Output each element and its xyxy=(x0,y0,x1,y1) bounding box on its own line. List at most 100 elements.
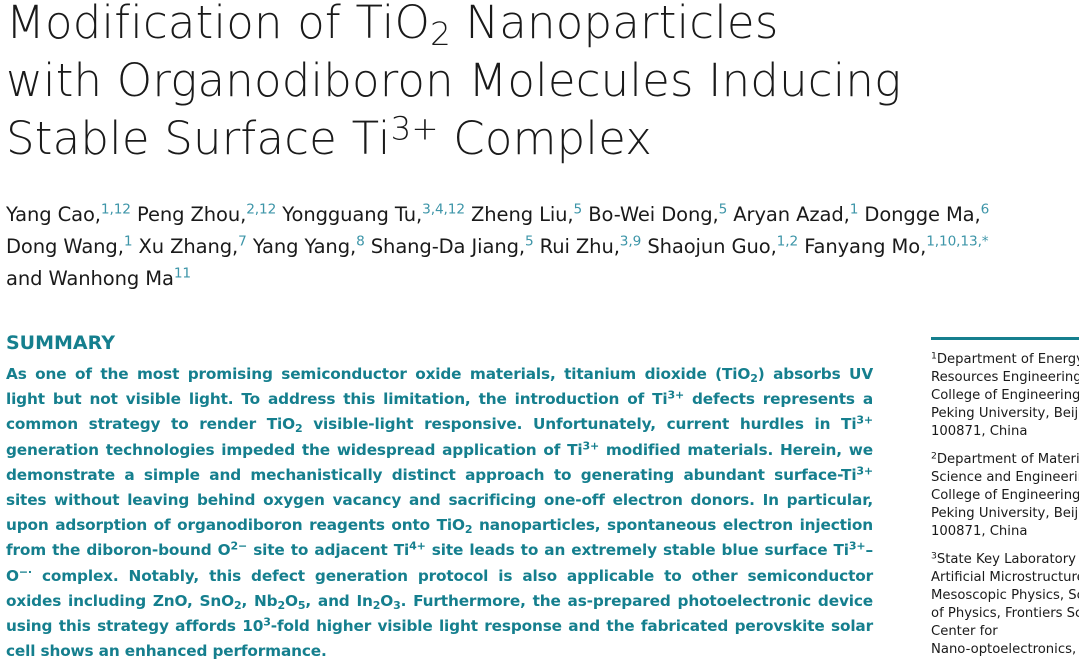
superscript: −· xyxy=(18,565,32,579)
affiliations: 1Department of Energy Resources Engineeri… xyxy=(931,351,1079,669)
text-run: As one of the most promising semiconduct… xyxy=(6,365,751,383)
author-affiliation: 5 xyxy=(718,201,728,218)
affiliation-text: College of Engineering xyxy=(931,388,1079,403)
author-name: Yang Yang, xyxy=(252,235,357,258)
subscript: 2 xyxy=(295,422,303,436)
affiliation-number: 3 xyxy=(931,550,937,562)
affiliation-text: Peking University, Beiji xyxy=(931,506,1079,521)
author-name: Zheng Liu, xyxy=(471,203,574,226)
text-run: site to adjacent Ti xyxy=(247,541,410,560)
superscript: 3 xyxy=(263,615,271,629)
text-run: Complex xyxy=(438,112,653,165)
author-name: Dongge Ma, xyxy=(864,203,981,226)
subscript: 2 xyxy=(430,15,451,54)
affiliation-line: Science and Engineerin xyxy=(931,469,1079,487)
superscript: 3+ xyxy=(856,464,873,478)
subscript: 5 xyxy=(297,598,306,612)
author-affiliation: 11 xyxy=(173,265,191,282)
title-line: Modification of TiO2 Nanoparticles xyxy=(6,0,901,52)
text-run: defects represents a common strategy to … xyxy=(6,390,874,434)
affiliation-number: 2 xyxy=(931,450,937,462)
author-name: Peng Zhou, xyxy=(137,203,247,226)
affiliation-line: Resources Engineering xyxy=(931,369,1079,387)
subscript: 2 xyxy=(277,598,286,612)
superscript: 3+ xyxy=(582,439,600,453)
author-affiliation: 1 xyxy=(849,201,859,218)
author-affiliation: 7 xyxy=(238,233,247,250)
author-name: Yongguang Tu, xyxy=(282,203,423,226)
author-affiliation: 1,10,13,* xyxy=(926,233,989,250)
affiliation: 2Department of Materi Science and Enginee… xyxy=(931,451,1079,541)
affiliation-text: Center for xyxy=(931,624,998,639)
text-run: O xyxy=(380,591,394,610)
affiliation-text: Science and Engineerin xyxy=(931,470,1079,485)
superscript: 3+ xyxy=(390,109,439,148)
affiliation-text: Mesoscopic Physics, Sc xyxy=(931,588,1079,603)
superscript: 3+ xyxy=(856,413,873,427)
text-run: ) absorbs UV light but not visible light… xyxy=(6,365,874,409)
text-run: –O xyxy=(6,541,873,585)
author-name: and Wanhong Ma xyxy=(6,267,174,290)
text-run: O xyxy=(285,591,298,610)
text-run: visible-light responsive. Unfortunately,… xyxy=(302,415,857,434)
author-name: Rui Zhu, xyxy=(539,235,620,258)
affiliation-line: College of Engineering xyxy=(931,387,1079,405)
affiliation-line: of Physics, Frontiers Sc xyxy=(931,605,1079,623)
text-run: , Nb xyxy=(241,591,278,610)
affiliation-line: Nano-optoelectronics, xyxy=(931,641,1079,659)
author-name: Shang-Da Jiang, xyxy=(370,235,525,258)
subscript: 2 xyxy=(464,522,473,536)
affiliation: 3State Key Laboratory f Artificial Micros… xyxy=(931,551,1079,659)
text-run: Modification of TiO xyxy=(6,0,431,49)
author-name: Shaojun Guo, xyxy=(647,235,777,258)
author-affiliation: 6 xyxy=(980,201,990,218)
subscript: 2 xyxy=(372,598,381,612)
text-run: , and In xyxy=(305,591,373,610)
affiliation-line: Mesoscopic Physics, Sc xyxy=(931,587,1079,605)
author-name: Bo-Wei Dong, xyxy=(588,203,719,226)
text-run: site leads to an extremely stable blue s… xyxy=(425,541,849,560)
superscript: 4+ xyxy=(409,539,426,553)
text-run: modified materials. Herein, we demonstra… xyxy=(6,440,873,484)
text-run: complex. Notably, this defect generation… xyxy=(6,566,873,610)
authors: Yang Cao,1,12 Peng Zhou,2,12 Yongguang T… xyxy=(6,199,989,295)
subscript: 3 xyxy=(393,598,401,612)
affiliation-line: College of Engineering xyxy=(931,487,1079,505)
author-affiliation: 3,4,12 xyxy=(422,201,465,218)
affiliation-line: Center for xyxy=(931,623,1079,641)
text-run: with Organodiboron Molecules Inducing xyxy=(6,54,902,107)
affiliation-line: 100871, China xyxy=(931,523,1079,541)
affiliation-text: Artificial Microstructure xyxy=(931,570,1079,585)
text-run: generation technologies impeded the wide… xyxy=(6,440,583,459)
superscript: 3+ xyxy=(848,539,866,553)
author-name: Dong Wang, xyxy=(6,235,124,258)
author-name: Xu Zhang, xyxy=(138,235,239,258)
superscript: 3+ xyxy=(667,388,685,402)
author-affiliation: 8 xyxy=(356,233,365,250)
column-rule xyxy=(931,337,1079,340)
affiliation-text: Peking University, Beiji xyxy=(931,406,1079,421)
text-run: . Furthermore, the as-prepared photoelec… xyxy=(6,591,873,636)
affiliation-text: College of Engineering xyxy=(931,488,1079,503)
affiliation-number: 1 xyxy=(931,351,937,362)
author-affiliation: 1,12 xyxy=(100,201,131,218)
text-run: nanoparticles, spontaneous electron inje… xyxy=(6,516,873,560)
summary-text: As one of the most promising semiconduct… xyxy=(6,362,873,664)
author-affiliation: 1,2 xyxy=(776,233,799,250)
superscript: 2− xyxy=(230,539,248,553)
affiliation-text: of Physics, Frontiers Sc xyxy=(931,606,1079,621)
affiliation-line: Artificial Microstructure xyxy=(931,569,1079,587)
affiliation-line: Peking University, Beiji xyxy=(931,405,1079,423)
subscript: 2 xyxy=(750,371,758,385)
author-affiliation: 3,9 xyxy=(619,233,642,250)
page: Modification of TiO2 Nanoparticles with O… xyxy=(6,0,1079,661)
title: Modification of TiO2 Nanoparticles with O… xyxy=(6,0,901,168)
author-name: Yang Cao, xyxy=(6,203,101,226)
affiliation-text: Department of Energy xyxy=(936,352,1079,367)
affiliation-text: 100871, China xyxy=(931,524,1028,539)
title-line: with Organodiboron Molecules Inducing xyxy=(6,52,901,110)
affiliation-text: Department of Materi xyxy=(936,452,1079,467)
text-run: Stable Surface Ti xyxy=(6,112,391,165)
author-affiliation: 2,12 xyxy=(246,201,277,218)
title-line: Stable Surface Ti3+ Complex xyxy=(6,110,901,168)
